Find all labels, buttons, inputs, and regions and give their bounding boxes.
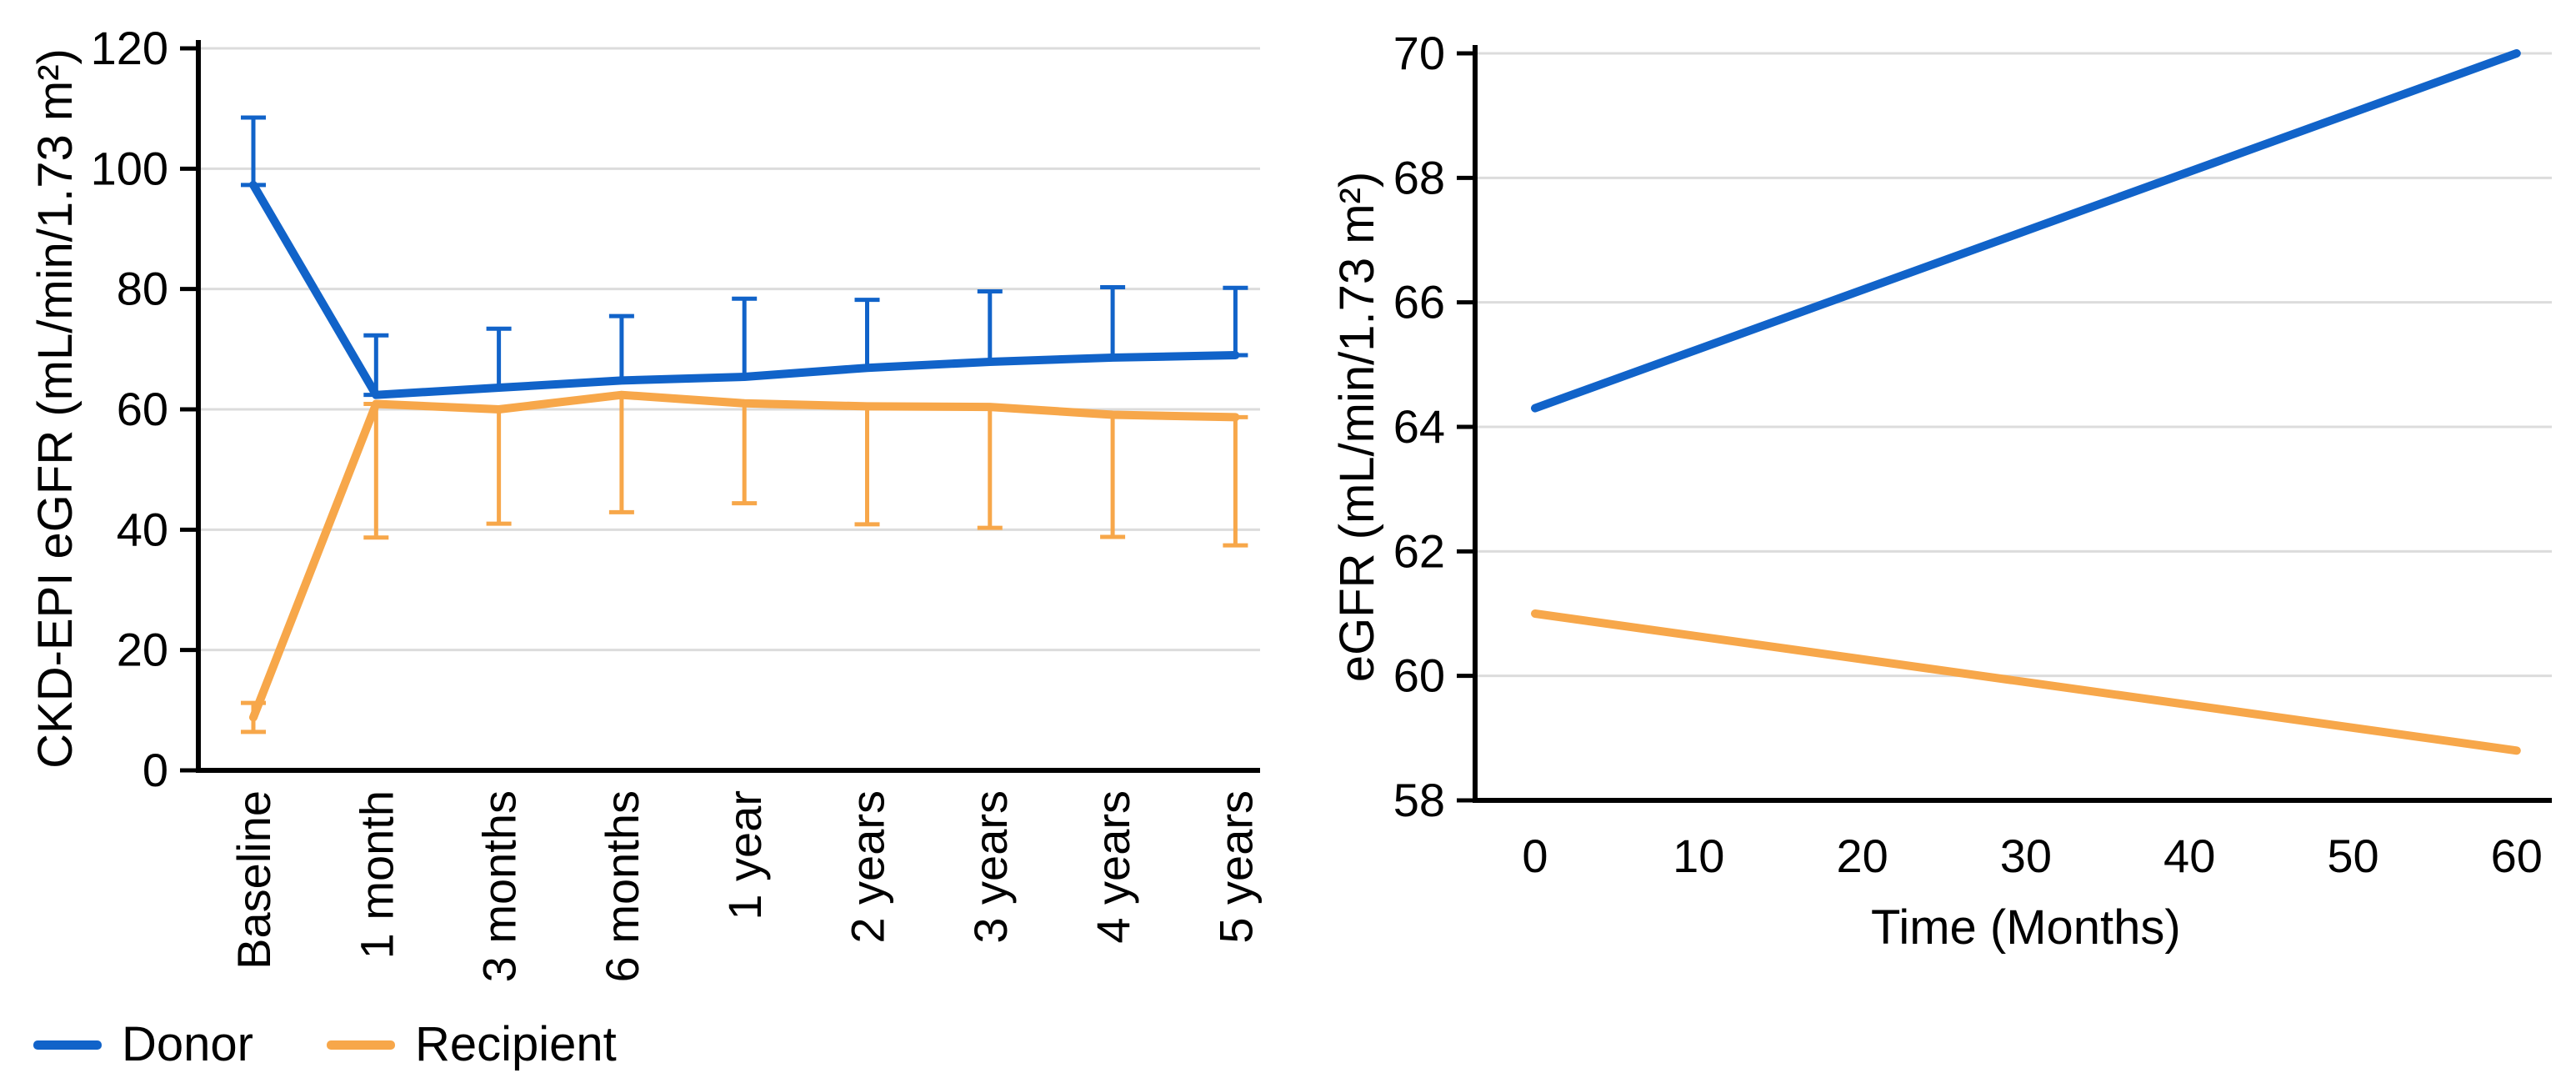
left-x-tick-label: 2 years	[842, 790, 894, 944]
left-x-tick-label: 1 year	[718, 790, 771, 920]
right-chart-gridlines	[1475, 52, 2552, 678]
right-series-recipient	[1531, 609, 2521, 755]
right-chart-axes: 58 60 62 64 66 68 70	[1393, 27, 2552, 826]
right-y-axis-label: eGFR (mL/min/1.73 m²)	[1330, 172, 1384, 682]
right-y-tick-label: 64	[1393, 400, 1445, 453]
left-y-tick-label: 100	[91, 142, 168, 194]
right-chart: 58 60 62 64 66 68 70 0 10 20 30 40 50 60 Time (Months)…	[1330, 27, 2552, 955]
legend-item-recipient: Recipient	[326, 1017, 617, 1071]
legend-label-donor: Donor	[122, 1017, 253, 1071]
left-series-donor	[249, 180, 1240, 399]
left-x-tick-label: 6 months	[596, 790, 648, 982]
left-chart: 0 20 40 60 80 100 120 Baseline 1 month 3 months 6 …	[28, 22, 1262, 982]
left-y-tick-label: 60	[117, 383, 168, 435]
right-y-tick-label: 70	[1393, 27, 1445, 79]
left-x-tick-label: 5 years	[1209, 790, 1262, 944]
right-x-tick-label: 40	[2163, 830, 2215, 882]
left-x-tick-label: Baseline	[228, 790, 280, 970]
right-y-tick-label: 66	[1393, 276, 1445, 328]
left-x-tick-label: 4 years	[1087, 790, 1139, 944]
right-y-tick-label: 60	[1393, 649, 1445, 702]
right-x-axis-label: Time (Months)	[1871, 900, 2181, 955]
left-y-tick-label: 120	[91, 22, 168, 74]
right-x-tick-label: 60	[2491, 830, 2543, 882]
left-y-axis-label: CKD-EPI eGFR (mL/min/1.73 m²)	[28, 48, 83, 769]
right-y-tick-label: 68	[1393, 151, 1445, 203]
legend: Donor Recipient	[33, 1020, 690, 1069]
right-x-tick-label: 10	[1673, 830, 1724, 882]
right-series-donor	[1531, 49, 2521, 413]
left-x-tick-label: 1 month	[350, 790, 403, 959]
left-y-tick-label: 0	[143, 744, 168, 796]
left-x-tick-label: 3 years	[964, 790, 1017, 944]
right-y-tick-label: 62	[1393, 524, 1445, 577]
left-x-tick-labels: Baseline 1 month 3 months 6 months 1 year 2 y…	[228, 790, 1262, 982]
left-y-tick-label: 20	[117, 624, 168, 676]
legend-swatch-donor	[33, 1040, 102, 1050]
left-y-tick-label: 40	[117, 503, 168, 555]
left-x-tick-label: 3 months	[473, 790, 526, 982]
left-chart-gridlines	[198, 47, 1260, 652]
right-x-tick-label: 30	[2000, 830, 2052, 882]
legend-item-donor: Donor	[33, 1020, 253, 1069]
left-series-recipient	[249, 390, 1240, 722]
right-x-tick-label: 20	[1836, 830, 1888, 882]
legend-swatch-recipient	[326, 1040, 395, 1050]
left-y-tick-label: 80	[117, 263, 168, 315]
legend-label-recipient: Recipient	[414, 1017, 617, 1071]
right-x-tick-label: 50	[2327, 830, 2378, 882]
right-x-tick-label: 0	[1522, 830, 1548, 882]
left-chart-axes: 0 20 40 60 80 100 120	[91, 22, 1260, 796]
left-chart-error-bars	[241, 115, 1248, 735]
right-y-tick-label: 58	[1393, 774, 1445, 826]
